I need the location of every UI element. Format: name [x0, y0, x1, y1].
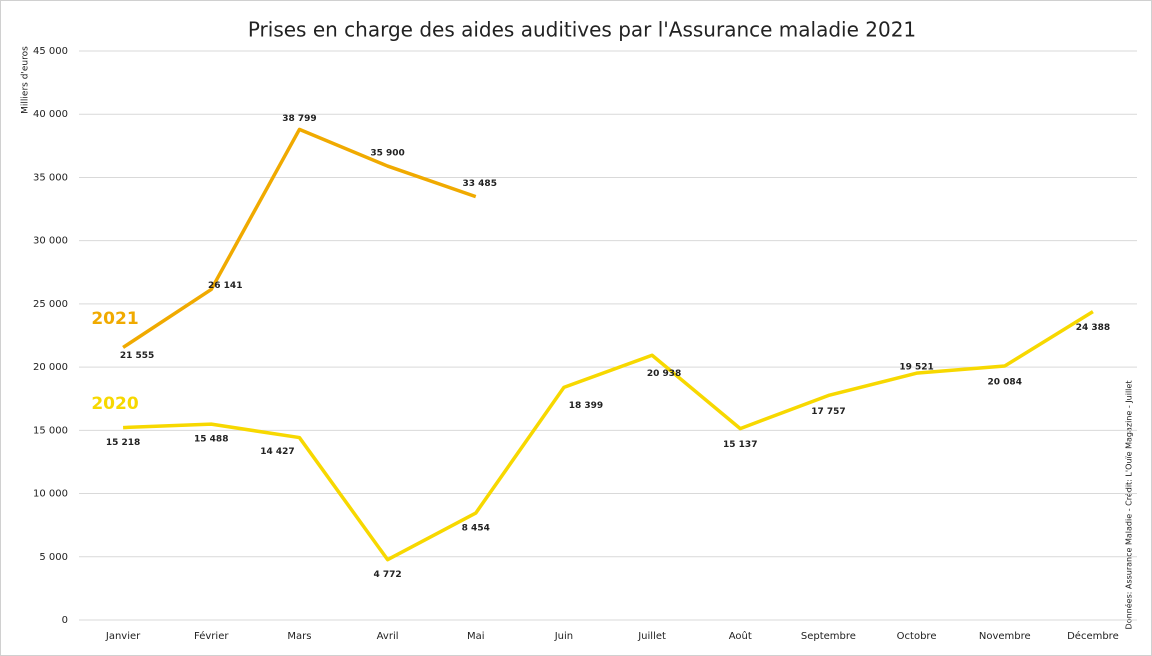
y-tick-label: 35 000: [33, 172, 68, 183]
data-label: 15 218: [106, 438, 140, 448]
series-line: [123, 310, 1094, 562]
y-tick-label: 10 000: [33, 489, 68, 500]
x-tick-label: Octobre: [897, 631, 937, 642]
data-label: 4 772: [373, 570, 401, 580]
data-label: 38 799: [282, 114, 316, 124]
y-tick-label: 25 000: [33, 299, 68, 310]
x-tick-label: Août: [729, 630, 752, 642]
x-tick-label: Janvier: [105, 631, 141, 642]
data-label: 14 427: [260, 447, 294, 457]
data-label: 26 141: [208, 281, 242, 291]
data-label: 21 555: [120, 351, 154, 361]
data-label: 24 388: [1076, 323, 1110, 333]
source-note: Données: Assurance Maladie - Crédit: L'O…: [1124, 381, 1134, 630]
x-tick-label: Février: [194, 630, 229, 642]
y-tick-label: 0: [62, 615, 68, 626]
data-label: 17 757: [811, 407, 845, 417]
x-tick-label: Juin: [554, 631, 573, 642]
data-label: 15 137: [723, 440, 757, 450]
y-axis-label: Milliers d'euros: [21, 46, 31, 114]
x-tick-label: Septembre: [801, 631, 856, 642]
data-label: 19 521: [899, 363, 933, 373]
y-tick-label: 40 000: [33, 109, 68, 120]
series-line: [122, 127, 477, 349]
y-tick-label: 5 000: [39, 552, 68, 563]
y-tick-label: 30 000: [33, 236, 68, 247]
data-label: 35 900: [370, 149, 404, 159]
data-label: 8 454: [462, 524, 490, 534]
y-tick-label: 45 000: [33, 46, 68, 57]
chart-title: Prises en charge des aides auditives par…: [248, 18, 916, 42]
legend-label: 2021: [91, 309, 138, 329]
x-tick-label: Avril: [377, 631, 399, 642]
data-label: 33 485: [463, 179, 497, 189]
data-label: 15 488: [194, 435, 228, 445]
y-tick-label: 15 000: [33, 425, 68, 436]
legend-label: 2020: [91, 394, 138, 414]
x-tick-label: Mars: [287, 631, 311, 642]
data-label: 18 399: [569, 401, 603, 411]
data-label: 20 938: [647, 369, 681, 379]
data-label: 20 084: [988, 378, 1022, 388]
x-tick-label: Mai: [467, 631, 485, 642]
y-tick-label: 20 000: [33, 362, 68, 373]
x-tick-label: Juillet: [637, 631, 666, 642]
x-tick-label: Décembre: [1067, 630, 1119, 642]
x-tick-label: Novembre: [979, 631, 1031, 642]
